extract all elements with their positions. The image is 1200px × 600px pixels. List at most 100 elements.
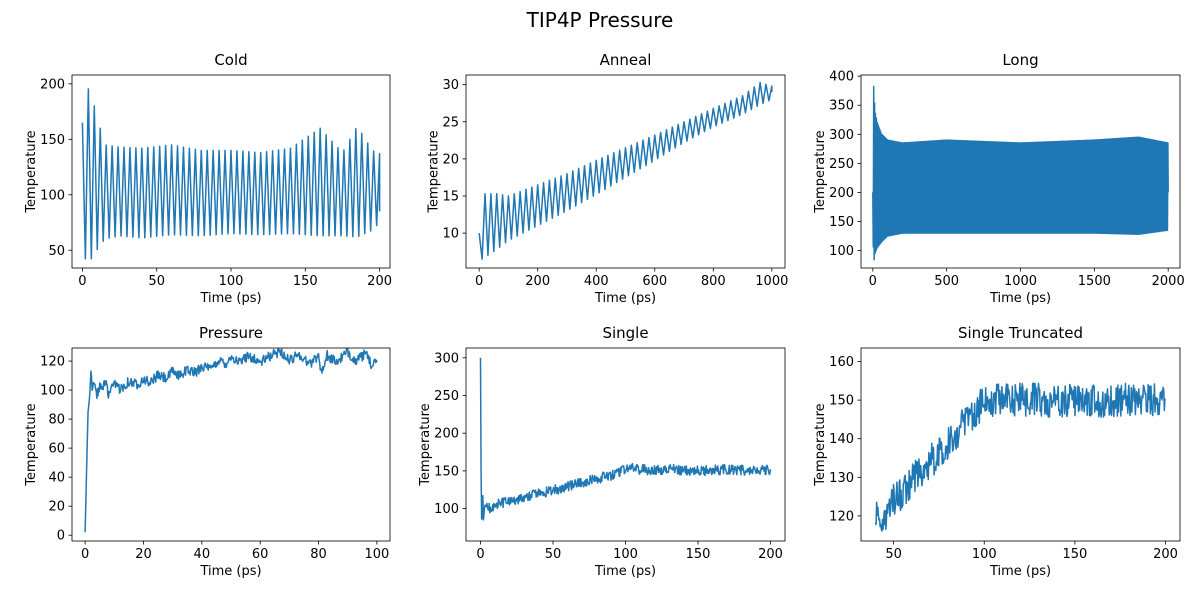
x-axis-label: Time (ps) (594, 564, 656, 579)
y-tick-label: 200 (434, 427, 459, 442)
y-tick-label: 100 (434, 502, 459, 517)
y-axis-label: Temperature (418, 403, 433, 486)
subplot-title: Pressure (199, 324, 263, 342)
y-tick-label: 25 (442, 115, 459, 130)
x-tick-label: 150 (293, 274, 318, 289)
y-tick-label: 140 (829, 432, 854, 447)
subplot-title: Long (1002, 51, 1038, 69)
y-tick-label: 130 (829, 471, 854, 486)
y-axis-label: Temperature (426, 130, 441, 213)
x-tick-label: 50 (148, 274, 165, 289)
y-tick-label: 80 (48, 413, 65, 428)
x-axis-label: Time (ps) (199, 291, 261, 306)
subplot-4: 0 20 40 60 80 100 0 20 40 60 80 100 120 Pressure Time … (24, 324, 391, 579)
y-tick-label: 400 (829, 70, 854, 85)
x-tick-label: 2000 (1152, 274, 1185, 289)
y-axis-label: Temperature (813, 130, 828, 213)
y-tick-label: 150 (434, 464, 459, 479)
x-tick-label: 150 (1062, 547, 1087, 562)
x-tick-label: 100 (219, 274, 244, 289)
y-tick-label: 120 (40, 355, 65, 370)
x-axis-label: Time (ps) (989, 291, 1051, 306)
y-tick-label: 40 (48, 471, 65, 486)
y-tick-label: 50 (48, 244, 65, 259)
x-tick-label: 600 (642, 274, 667, 289)
axes-frame (71, 347, 391, 542)
axes-frame (860, 347, 1181, 542)
y-axis-label: Temperature (813, 403, 828, 486)
subplot-1: 0 50 100 150 200 50 100 150 200 Cold Time (ps) Temp… (24, 51, 392, 306)
x-tick-label: 60 (252, 547, 269, 562)
x-tick-label: 50 (885, 547, 902, 562)
subplot-6: 50 100 150 200 120 130 140 150 160 Single Truncat… (813, 324, 1181, 579)
y-tick-label: 150 (829, 215, 854, 230)
y-axis-label: Temperature (24, 130, 39, 213)
x-tick-label: 20 (135, 547, 152, 562)
x-axis-label: Time (ps) (199, 564, 261, 579)
x-tick-label: 1000 (755, 274, 788, 289)
subplot-3: 0 500 1000 1500 2000 100 150 200 250 300 350 400 Lon… (813, 51, 1185, 306)
y-tick-label: 250 (829, 157, 854, 172)
x-tick-label: 1000 (1004, 274, 1037, 289)
subplot-title: Single (602, 324, 648, 342)
x-tick-label: 0 (869, 274, 877, 289)
x-tick-label: 1500 (1078, 274, 1111, 289)
x-tick-label: 150 (686, 547, 711, 562)
figure-title: TIP4P Pressure (526, 8, 674, 32)
y-tick-label: 200 (40, 77, 65, 92)
y-tick-label: 120 (829, 509, 854, 524)
x-tick-label: 500 (934, 274, 959, 289)
subplot-5: 0 50 100 150 200 100 150 200 250 300 Single Time (p… (418, 324, 786, 579)
x-axis-label: Time (ps) (989, 564, 1051, 579)
y-tick-label: 20 (48, 500, 65, 515)
x-axis-label: Time (ps) (594, 291, 656, 306)
subplot-title: Single Truncated (958, 324, 1083, 342)
y-tick-label: 0 (57, 529, 65, 544)
x-tick-label: 100 (364, 547, 389, 562)
x-tick-label: 50 (545, 547, 562, 562)
x-tick-label: 80 (310, 547, 327, 562)
axes-frame (465, 74, 786, 269)
y-tick-label: 160 (829, 355, 854, 370)
subplot-2: 0 200 400 600 800 1000 10 15 20 25 30 Anneal Time (p… (426, 51, 788, 306)
y-tick-label: 200 (829, 186, 854, 201)
x-tick-label: 0 (476, 547, 484, 562)
y-tick-label: 150 (829, 394, 854, 409)
y-tick-label: 100 (829, 244, 854, 259)
series-line (84, 348, 378, 533)
y-tick-label: 150 (40, 133, 65, 148)
series-line (81, 88, 381, 260)
x-tick-label: 0 (475, 274, 483, 289)
x-tick-label: 200 (758, 547, 783, 562)
x-tick-label: 100 (972, 547, 997, 562)
y-tick-label: 300 (829, 128, 854, 143)
y-tick-label: 300 (434, 351, 459, 366)
series-line (872, 85, 1169, 261)
y-tick-label: 100 (40, 384, 65, 399)
axes-frame (465, 347, 786, 542)
y-tick-label: 350 (829, 99, 854, 114)
x-tick-label: 200 (367, 274, 392, 289)
y-tick-label: 15 (442, 189, 459, 204)
subplot-title: Anneal (600, 51, 652, 69)
series-line (478, 81, 773, 260)
y-tick-label: 20 (442, 152, 459, 167)
x-tick-label: 200 (525, 274, 550, 289)
x-tick-label: 200 (1153, 547, 1178, 562)
subplot-title: Cold (214, 51, 247, 69)
y-axis-label: Temperature (24, 403, 39, 486)
y-tick-label: 30 (442, 78, 459, 93)
x-tick-label: 800 (701, 274, 726, 289)
x-tick-label: 100 (613, 547, 638, 562)
y-tick-label: 100 (40, 188, 65, 203)
series-line (874, 382, 1166, 532)
x-tick-label: 40 (194, 547, 211, 562)
series-line (479, 357, 772, 521)
x-tick-label: 0 (81, 547, 89, 562)
x-tick-label: 400 (584, 274, 609, 289)
y-tick-label: 250 (434, 389, 459, 404)
y-tick-label: 10 (442, 227, 459, 242)
y-tick-label: 60 (48, 442, 65, 457)
x-tick-label: 0 (78, 274, 86, 289)
